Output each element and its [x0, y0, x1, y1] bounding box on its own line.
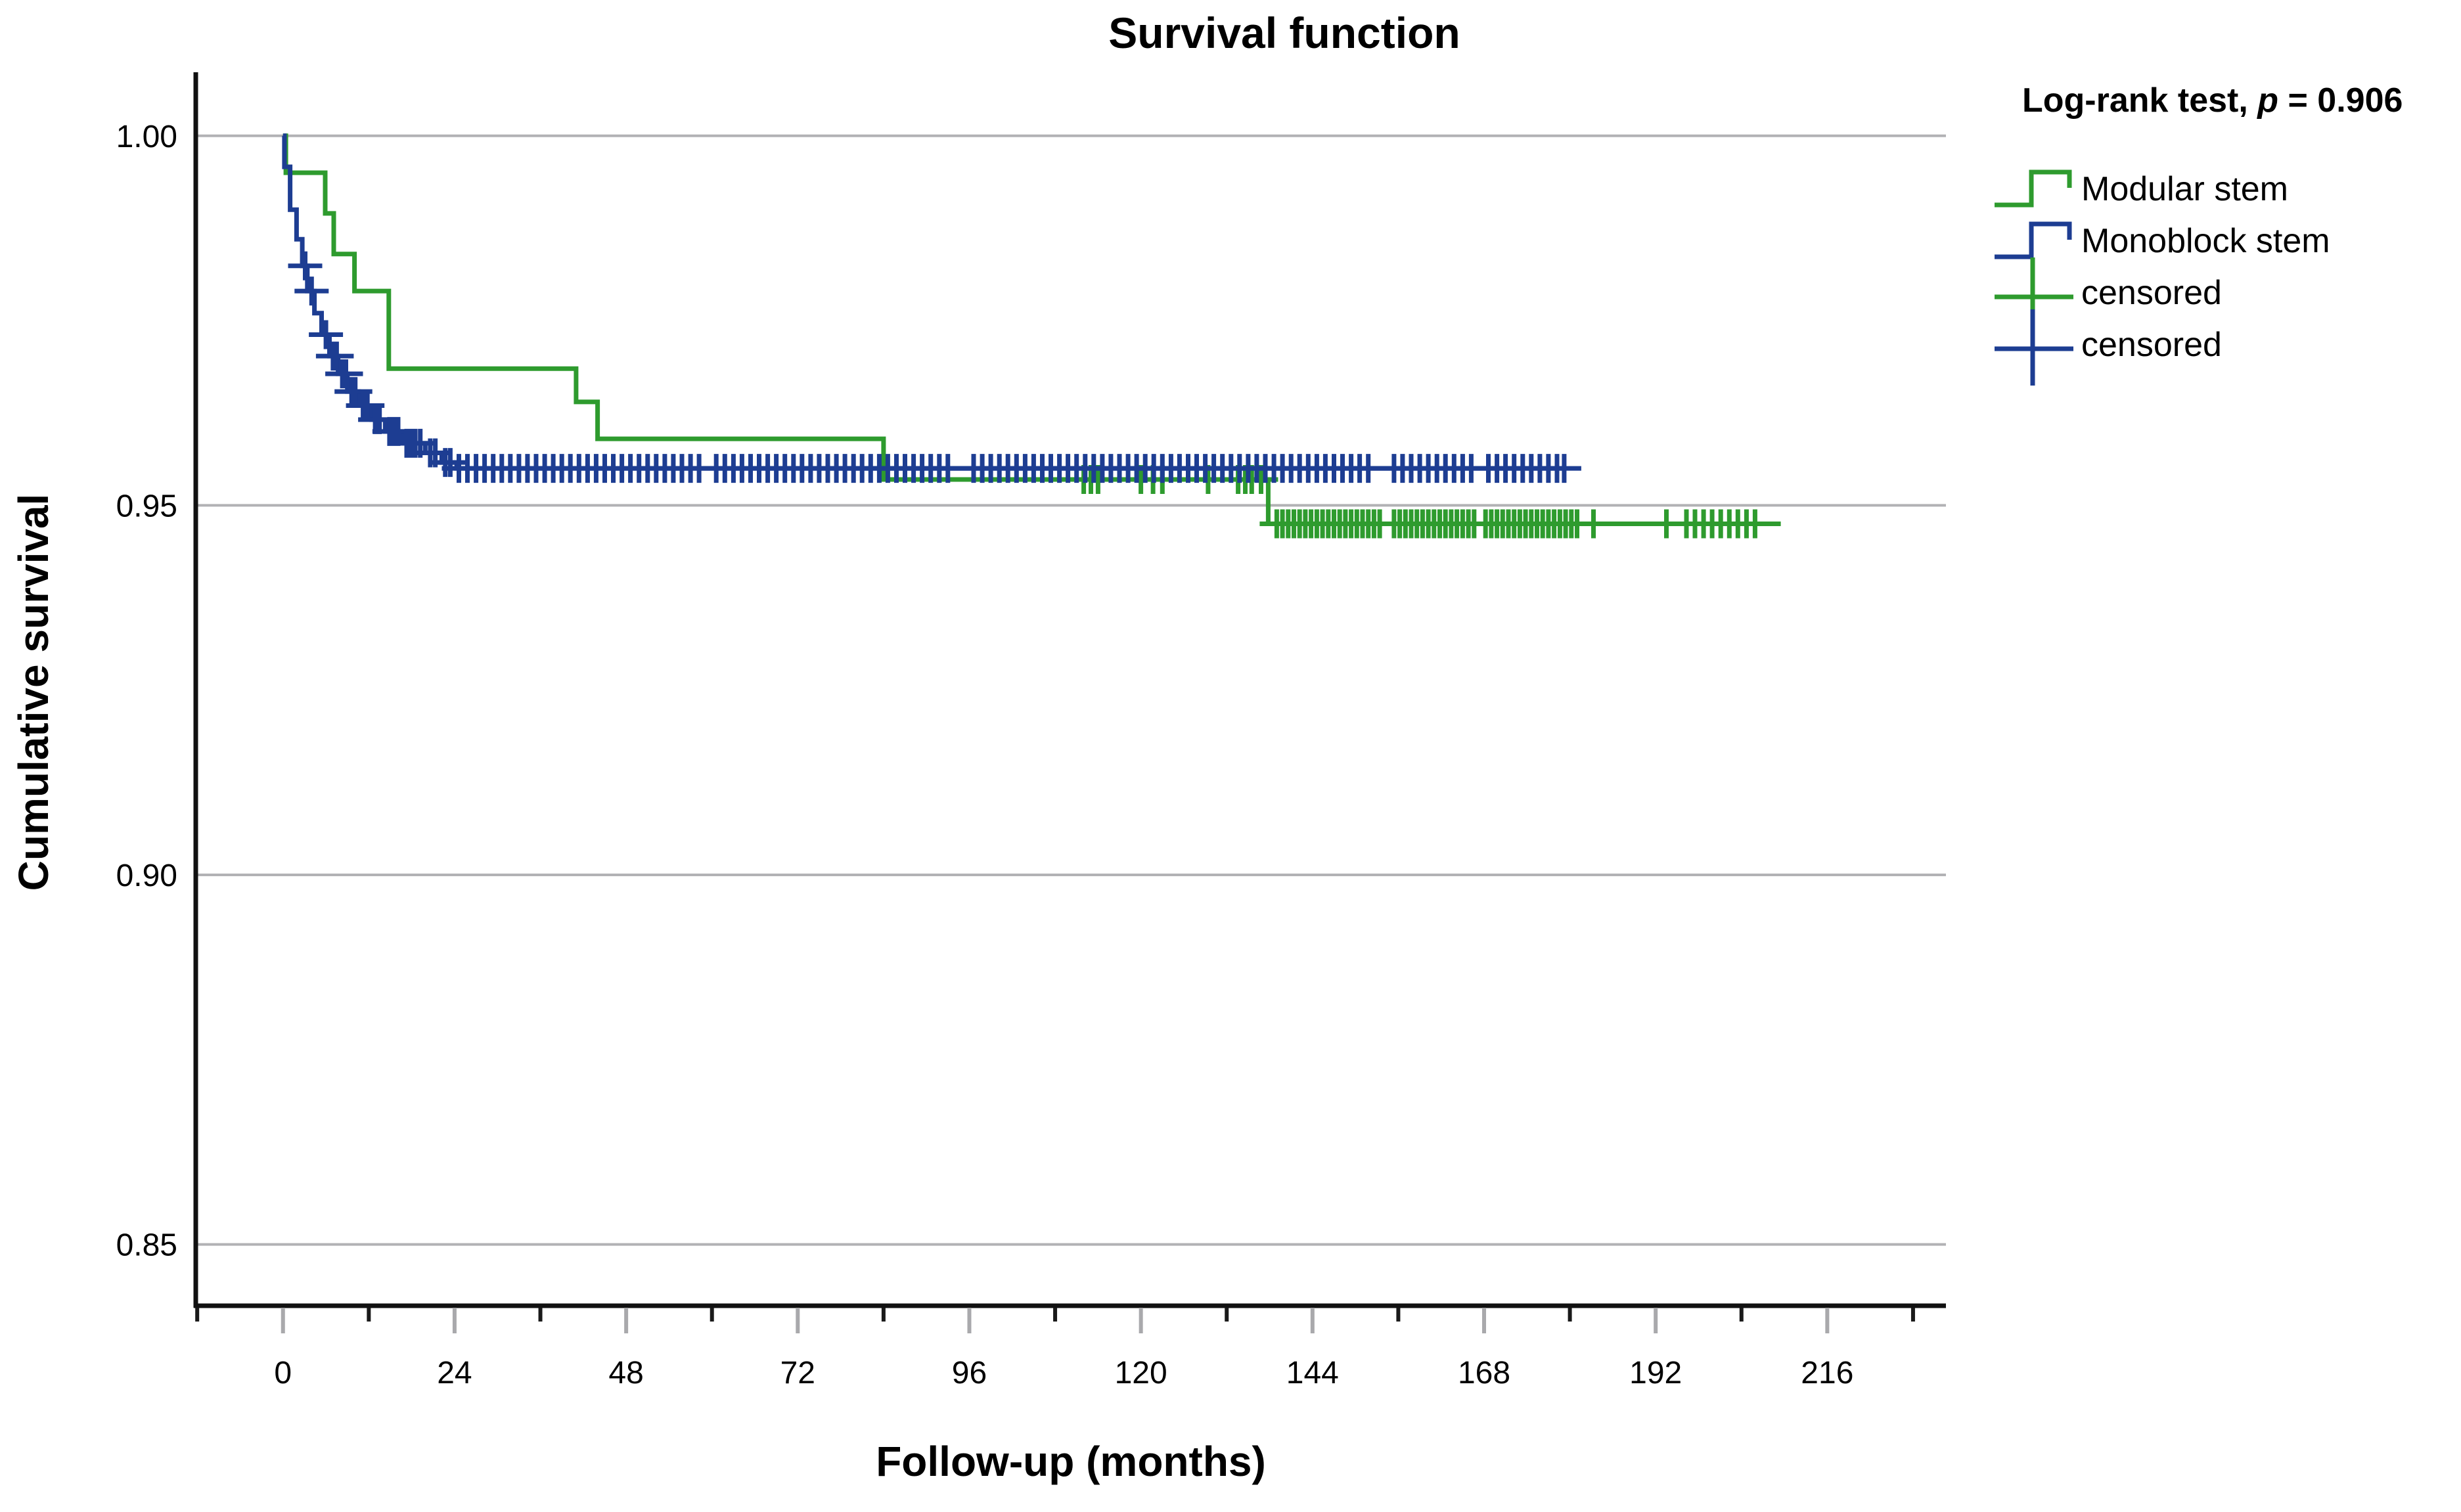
- svg-text:144: 144: [1286, 1356, 1339, 1390]
- svg-text:0.90: 0.90: [116, 858, 177, 893]
- svg-text:0: 0: [274, 1356, 292, 1390]
- chart-title: Survival function: [1108, 9, 1460, 57]
- svg-text:216: 216: [1801, 1356, 1853, 1390]
- legend-item-monoblock-stem: Monoblock stem: [1993, 215, 2461, 267]
- logrank-prefix: Log-rank test,: [2022, 81, 2258, 120]
- svg-text:0.95: 0.95: [116, 489, 177, 523]
- svg-text:1.00: 1.00: [116, 120, 177, 154]
- legend-label-censored-monoblock: censored: [2081, 325, 2222, 364]
- svg-text:0.85: 0.85: [116, 1228, 177, 1263]
- x-axis-title: Follow-up (months): [876, 1438, 1266, 1485]
- svg-text:48: 48: [608, 1356, 643, 1390]
- svg-text:120: 120: [1115, 1356, 1167, 1390]
- legend: Log-rank test, p = 0.906 Modular stem Mo…: [1993, 78, 2461, 386]
- legend-item-censored-modular: censored: [1993, 257, 2461, 334]
- monoblock-censored-plus-icon: [1995, 309, 2073, 386]
- logrank-test-text: Log-rank test, p = 0.906: [1993, 78, 2461, 123]
- p-value-text: = 0.906: [2278, 81, 2403, 120]
- modular-step-line-icon: [1995, 169, 2072, 207]
- legend-item-modular-stem: Modular stem: [1993, 163, 2461, 215]
- legend-label-modular-stem: Modular stem: [2081, 169, 2288, 208]
- monoblock-step-line-icon: [1995, 221, 2072, 259]
- legend-item-censored-monoblock: censored: [1993, 309, 2461, 386]
- p-symbol: p: [2257, 81, 2279, 120]
- svg-text:192: 192: [1629, 1356, 1682, 1390]
- svg-text:24: 24: [437, 1356, 472, 1390]
- svg-text:72: 72: [780, 1356, 815, 1390]
- svg-text:96: 96: [952, 1356, 987, 1390]
- legend-label-censored-modular: censored: [2081, 273, 2222, 312]
- legend-label-monoblock-stem: Monoblock stem: [2081, 221, 2330, 260]
- svg-text:168: 168: [1458, 1356, 1510, 1390]
